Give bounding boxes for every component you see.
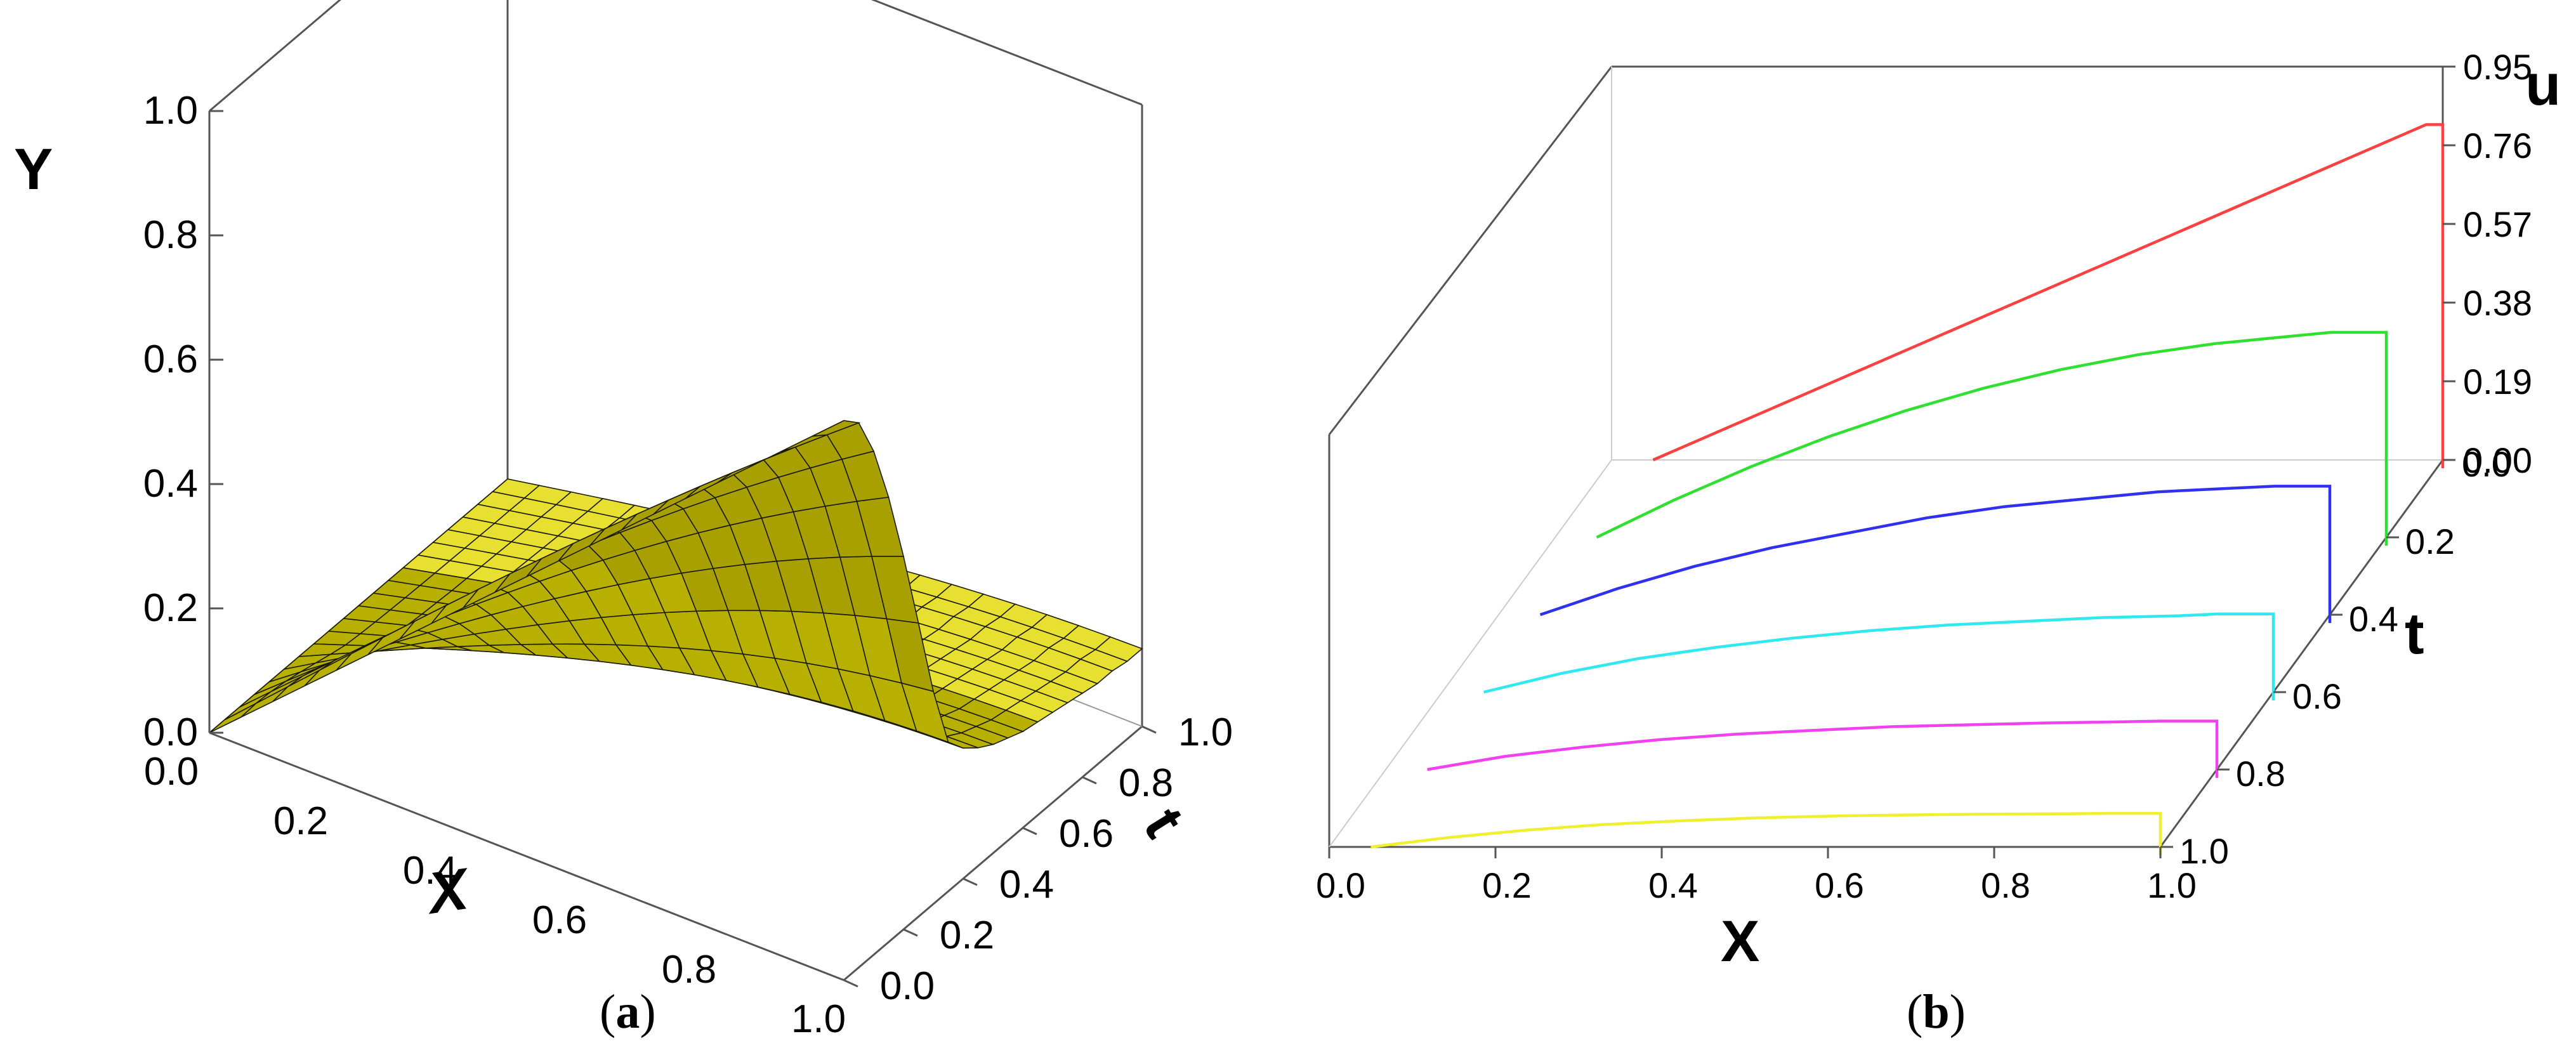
panel-a-z-tick-label: 0.2: [143, 586, 198, 630]
panel-a-x-tick-label: 0.0: [144, 750, 199, 794]
panel-b-series-line: [1539, 485, 2332, 624]
panel-a-t-tick: [903, 928, 918, 937]
panel-b-x-tick-label: 1.0: [2147, 865, 2197, 905]
panel-a-x-axis-title: X: [421, 856, 475, 927]
panel-b-t-tick-label: 0.8: [2236, 754, 2285, 794]
panel-b-x-tick-label: 0.2: [1482, 865, 1532, 905]
panel-b-x-tick-label: 0.0: [1316, 865, 1365, 905]
panel-b-u-tick-label: 0.19: [2463, 362, 2532, 402]
panel-a-t-tick: [843, 979, 858, 988]
panel-b-u-tick-labels: 0.00 0.19 0.38 0.57 0.76 0.95: [2443, 47, 2532, 480]
panel-a-surface-patch: [812, 420, 861, 437]
panel-b-t-tick-label: 0.2: [2405, 521, 2455, 561]
panel-b-t-axis-title: t: [2405, 601, 2424, 666]
panel-b-u-tick-label: 0.76: [2463, 126, 2532, 166]
panel-a-t-tick: [1141, 725, 1157, 734]
panel-b-x-tick-labels: 0.0 0.2 0.4 0.6 0.8 1.0: [1316, 847, 2197, 905]
panel-b-series-line: [1652, 123, 2445, 469]
panel-b-x-tick-label: 0.8: [1981, 865, 2030, 905]
panel-b-u-tick-label: 0.57: [2463, 204, 2532, 244]
panel-b-series-lines: [1370, 123, 2445, 856]
panel-b-x-tick-label: 0.4: [1648, 865, 1698, 905]
panel-b-series-line: [1596, 331, 2388, 546]
panel-a-z-tick-labels: 0.0 0.2 0.4 0.6 0.8 1.0: [143, 89, 223, 754]
panel-a-back-top-edge: [209, 0, 341, 112]
panel-a-t-axis-line: [843, 725, 1143, 981]
panel-b-t-tick-label: 0.6: [2292, 676, 2342, 716]
panel-b-u-tick-label: 0.38: [2463, 283, 2532, 323]
panel-a-t-tick-label: 1.0: [1178, 711, 1233, 754]
panel-a-t-tick-labels: 0.00.20.40.60.81.0: [843, 711, 1233, 1008]
panel-b-t-tick-label: 0.0: [2462, 444, 2511, 484]
panel-b-u-tick-label: 0.00: [2463, 440, 2532, 480]
panel-b-series-line: [1427, 719, 2219, 778]
panel-a-z-tick-label: 0.4: [143, 462, 198, 506]
panel-a-z-tick-label: 0.0: [143, 711, 198, 754]
panel-a-caption: (a): [600, 985, 656, 1039]
panel-a-z-axis-title: Y: [14, 137, 53, 202]
panel-b-t-tick-label: 0.4: [2349, 599, 2398, 639]
panel-b-x-tick-label: 0.6: [1815, 865, 1864, 905]
panel-a-z-tick-label: 0.8: [143, 213, 198, 257]
panel-b-series-line: [1370, 811, 2162, 856]
panel-a-x-axis-line: [209, 731, 844, 981]
panel-b-t-tick-labels: 0.00.20.40.60.81.0: [2160, 444, 2511, 871]
panel-a-t-tick-label: 0.6: [1059, 812, 1114, 856]
panel-a-z-tick-label: 1.0: [143, 89, 198, 133]
panel-b-waterfall-plot: 0.000.190.380.570.760.95 0.0 0.2 0.4 0.6 0.8…: [1316, 47, 2561, 1039]
panel-a-x-tick-label: 1.0: [791, 997, 846, 1041]
panel-a-x-tick-label: 0.8: [662, 948, 716, 992]
panel-a-x-tick-label: 0.6: [532, 898, 587, 942]
panel-a-t-tick: [963, 877, 978, 886]
panel-b-u-axis-title: u: [2525, 53, 2561, 117]
panel-a-side-top-edge: [871, 0, 1143, 106]
panel-a-t-tick-label: 0.4: [999, 863, 1054, 907]
panel-a-surface-plot: 0.00.20.40.60.81.0 0.00.20.40.60.81.0 0.…: [14, 0, 1233, 1041]
panel-b-series-line: [1483, 612, 2275, 701]
panel-a-z-tick-label: 0.6: [143, 337, 198, 381]
panel-a-surface: [209, 420, 1143, 749]
panel-b-x-axis-title: X: [1721, 909, 1759, 974]
panel-b-floor-left-edge: [1329, 459, 1612, 848]
panel-b-t-tick-label: 1.0: [2179, 831, 2229, 871]
panel-b-caption: (b): [1907, 985, 1966, 1039]
panel-b-axis-box: [1328, 65, 2444, 848]
panel-b-u-tick-label: 0.95: [2463, 47, 2532, 87]
panel-a-t-tick: [1082, 776, 1097, 785]
panel-a-x-tick-label: 0.4: [403, 849, 457, 893]
panel-a-t-tick-label: 0.2: [940, 914, 994, 957]
panel-a-x-tick-label: 0.2: [273, 799, 328, 843]
panel-a-t-tick: [1022, 827, 1037, 835]
panel-b-t-axis-line: [2159, 459, 2444, 848]
panel-a-axis-box: [208, 0, 1143, 981]
panel-a-x-tick-labels: 0.0 0.2 0.4 0.6 0.8 1.0: [144, 750, 846, 1041]
panel-a-t-tick-label: 0.8: [1119, 761, 1173, 805]
panel-b-left-top-edge: [1328, 66, 1613, 435]
panel-a-t-tick-label: 0.0: [880, 964, 935, 1008]
panel-a-surface-patch: [209, 703, 257, 733]
